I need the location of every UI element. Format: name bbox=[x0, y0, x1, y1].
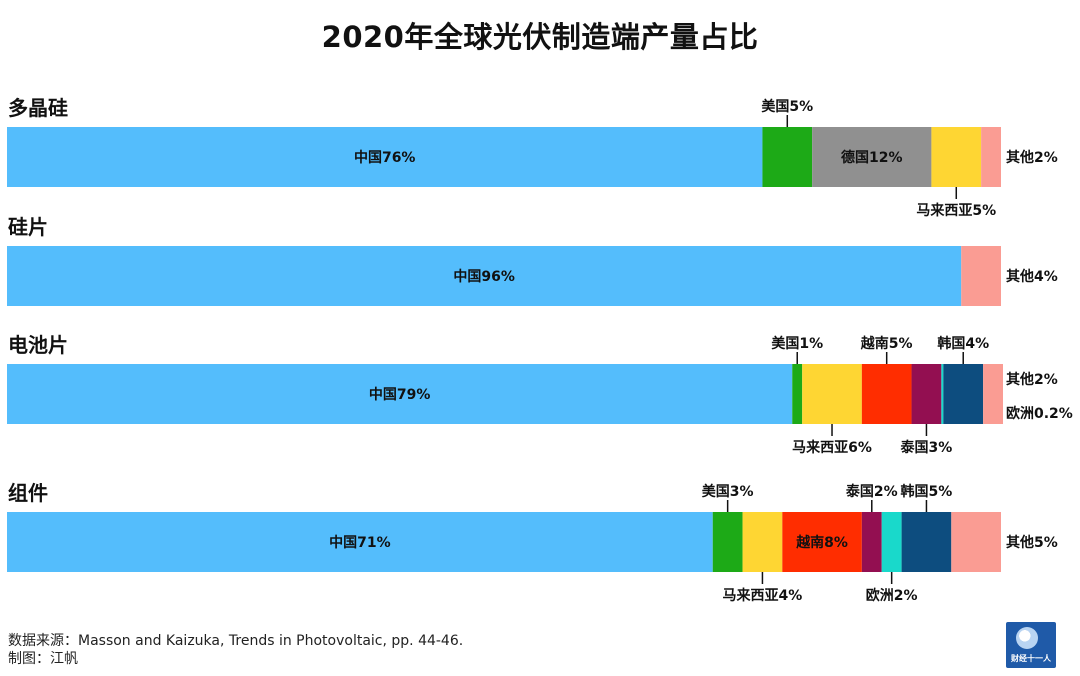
bar-segment bbox=[712, 512, 743, 572]
data-label: 越南8% bbox=[795, 534, 848, 551]
footer: 数据来源：Masson and Kaizuka, Trends in Photo… bbox=[8, 632, 463, 668]
data-label: 中国79% bbox=[369, 386, 431, 403]
data-label: 韩国5% bbox=[901, 483, 953, 500]
brand-logo: 财经十一人 bbox=[1006, 622, 1056, 668]
data-label: 泰国2% bbox=[845, 483, 898, 500]
data-label: 美国1% bbox=[771, 335, 823, 352]
row-label: 硅片 bbox=[8, 215, 48, 239]
data-label: 德国12% bbox=[841, 149, 903, 166]
data-label: 欧洲0.2% bbox=[1006, 405, 1073, 422]
bar-segment bbox=[812, 127, 932, 187]
data-label: 其他4% bbox=[1006, 268, 1058, 285]
data-label: 美国3% bbox=[702, 483, 754, 500]
bar-segment bbox=[7, 364, 793, 424]
data-label: 泰国3% bbox=[900, 439, 953, 456]
bar-segment bbox=[911, 364, 942, 424]
globe-icon bbox=[1016, 627, 1038, 649]
chart-title: 2020年全球光伏制造端产量占比 bbox=[321, 20, 759, 54]
bar-segment bbox=[782, 512, 862, 572]
bar-segment bbox=[802, 364, 862, 424]
bar-segment bbox=[961, 246, 1001, 306]
bar-segment bbox=[7, 127, 763, 187]
data-label: 其他2% bbox=[1006, 371, 1058, 388]
data-label: 韩国4% bbox=[937, 335, 989, 352]
data-label: 其他2% bbox=[1006, 149, 1058, 166]
data-label: 中国76% bbox=[354, 149, 416, 166]
bar-segment bbox=[943, 364, 984, 424]
bar-segment bbox=[792, 364, 803, 424]
data-label: 美国5% bbox=[761, 98, 813, 115]
source-note: 数据来源：Masson and Kaizuka, Trends in Photo… bbox=[8, 633, 464, 649]
bar-segment bbox=[7, 246, 962, 306]
data-label: 欧洲2% bbox=[866, 587, 918, 604]
bar-segment bbox=[762, 127, 813, 187]
bar-segment bbox=[861, 512, 882, 572]
data-label: 马来西亚5% bbox=[916, 203, 996, 219]
data-label: 中国71% bbox=[329, 534, 391, 551]
bar-segment bbox=[901, 512, 952, 572]
row-label: 多晶硅 bbox=[8, 96, 68, 120]
brand-logo-text: 财经十一人 bbox=[1011, 654, 1051, 663]
data-label: 越南5% bbox=[860, 335, 913, 352]
data-label: 其他5% bbox=[1006, 534, 1058, 551]
author-note: 制图：江帆 bbox=[8, 651, 78, 667]
data-label: 马来西亚4% bbox=[723, 588, 803, 604]
bar-segment bbox=[951, 512, 1001, 572]
bar-segment bbox=[742, 512, 783, 572]
row-label: 电池片 bbox=[8, 333, 68, 357]
data-label: 中国96% bbox=[453, 268, 515, 285]
bar-segment bbox=[7, 512, 713, 572]
data-label: 马来西亚6% bbox=[792, 440, 872, 456]
bar-segment bbox=[861, 364, 912, 424]
bar-segment bbox=[931, 127, 982, 187]
row-label: 组件 bbox=[8, 481, 48, 505]
bar-segment bbox=[881, 512, 902, 572]
bar-segment bbox=[941, 364, 944, 424]
bar-segment bbox=[981, 127, 1001, 187]
bar-segment bbox=[983, 364, 1003, 424]
